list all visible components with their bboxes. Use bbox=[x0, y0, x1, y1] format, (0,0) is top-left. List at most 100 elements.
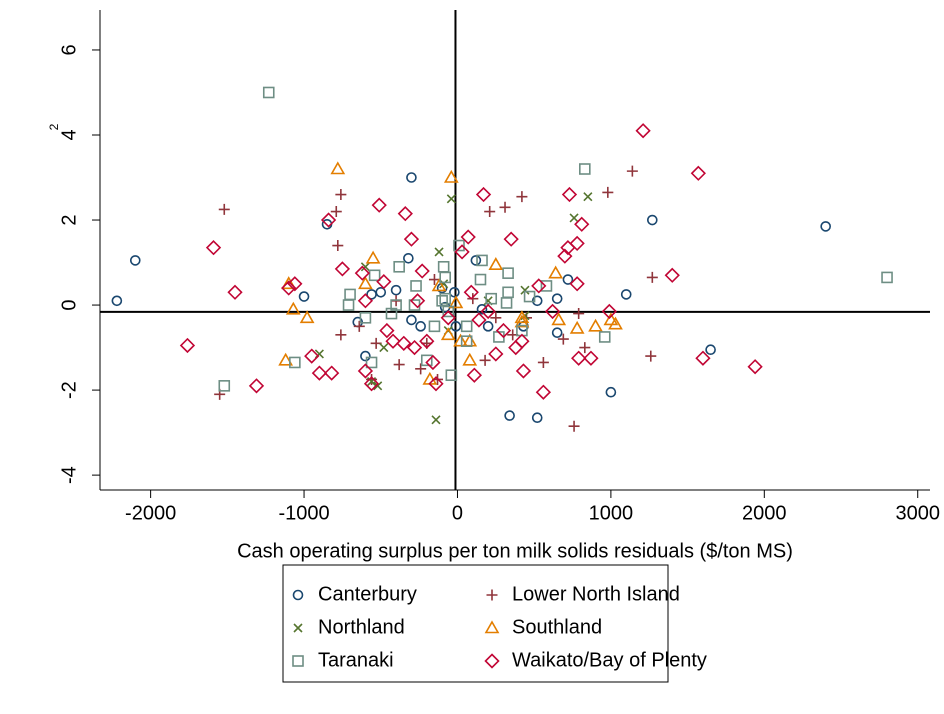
point bbox=[626, 165, 638, 177]
x-tick-label: 0 bbox=[452, 502, 463, 524]
point bbox=[490, 312, 502, 324]
point bbox=[111, 295, 123, 307]
legend-label: Canterbury bbox=[318, 583, 417, 605]
point bbox=[385, 333, 401, 349]
point bbox=[385, 307, 398, 320]
point bbox=[605, 386, 617, 398]
y-tick-label: 0 bbox=[58, 299, 80, 310]
point bbox=[443, 169, 459, 183]
point bbox=[287, 276, 303, 292]
point bbox=[495, 322, 512, 339]
legend-marker bbox=[484, 653, 500, 669]
point bbox=[523, 290, 536, 303]
point bbox=[562, 274, 574, 285]
point bbox=[335, 189, 347, 201]
point bbox=[705, 344, 716, 355]
legend-box bbox=[282, 564, 669, 683]
point bbox=[531, 278, 547, 294]
point bbox=[471, 312, 487, 328]
point bbox=[588, 318, 603, 332]
point bbox=[620, 289, 632, 300]
point bbox=[881, 271, 893, 284]
point bbox=[442, 305, 455, 318]
point bbox=[425, 354, 441, 371]
point bbox=[363, 376, 380, 392]
point bbox=[449, 287, 460, 298]
legend-marker bbox=[292, 589, 304, 601]
point bbox=[579, 163, 591, 175]
y-tick-label: -2 bbox=[58, 381, 80, 399]
point bbox=[379, 343, 389, 353]
point bbox=[601, 303, 617, 320]
point bbox=[569, 213, 579, 223]
point bbox=[664, 267, 680, 283]
point bbox=[179, 337, 196, 354]
point bbox=[462, 352, 478, 366]
point bbox=[285, 301, 301, 315]
point bbox=[436, 295, 448, 307]
point bbox=[551, 293, 563, 304]
point bbox=[409, 293, 426, 309]
point bbox=[129, 255, 141, 266]
point bbox=[551, 312, 567, 326]
point bbox=[514, 314, 530, 328]
point bbox=[557, 333, 569, 345]
point bbox=[373, 381, 383, 391]
x-tick-label: -1000 bbox=[278, 502, 329, 524]
legend-label: Southland bbox=[512, 616, 602, 638]
point bbox=[476, 304, 488, 315]
point bbox=[467, 293, 479, 305]
point bbox=[393, 260, 405, 273]
point bbox=[437, 260, 450, 273]
point bbox=[396, 335, 412, 351]
point bbox=[647, 214, 658, 226]
point bbox=[583, 192, 593, 202]
point bbox=[342, 299, 355, 311]
point bbox=[568, 420, 580, 432]
point bbox=[359, 312, 372, 324]
point bbox=[583, 350, 599, 366]
point bbox=[360, 262, 370, 272]
point bbox=[453, 333, 468, 347]
point bbox=[403, 231, 420, 247]
point bbox=[514, 310, 530, 324]
point bbox=[324, 365, 340, 381]
point bbox=[368, 269, 381, 282]
point bbox=[330, 206, 342, 218]
point bbox=[466, 367, 482, 383]
point bbox=[544, 303, 561, 320]
point bbox=[608, 316, 623, 330]
point bbox=[406, 314, 417, 326]
point bbox=[376, 274, 392, 290]
point bbox=[475, 186, 492, 203]
point bbox=[516, 191, 528, 203]
point bbox=[484, 206, 496, 218]
point bbox=[403, 252, 414, 264]
y-tick-label: 2 bbox=[58, 214, 80, 225]
point bbox=[579, 342, 591, 354]
point bbox=[410, 280, 422, 292]
x-tick-label: 3000 bbox=[895, 502, 940, 524]
point bbox=[304, 348, 320, 364]
legend-marker bbox=[292, 655, 304, 667]
point bbox=[476, 254, 488, 267]
point bbox=[428, 320, 441, 333]
point bbox=[205, 240, 222, 256]
point bbox=[344, 288, 356, 301]
point bbox=[414, 263, 430, 279]
point bbox=[540, 280, 553, 292]
point bbox=[548, 265, 564, 279]
x-tick-label: -2000 bbox=[125, 502, 176, 524]
point bbox=[488, 346, 504, 362]
y-tick-label: -4 bbox=[58, 466, 80, 484]
point bbox=[603, 312, 619, 326]
point bbox=[218, 380, 231, 392]
point bbox=[406, 339, 423, 356]
point bbox=[281, 276, 297, 290]
point bbox=[434, 247, 444, 257]
point bbox=[569, 320, 585, 334]
point bbox=[453, 239, 465, 252]
legend-marker bbox=[293, 623, 303, 633]
legend-marker bbox=[484, 620, 500, 634]
point bbox=[311, 365, 328, 381]
